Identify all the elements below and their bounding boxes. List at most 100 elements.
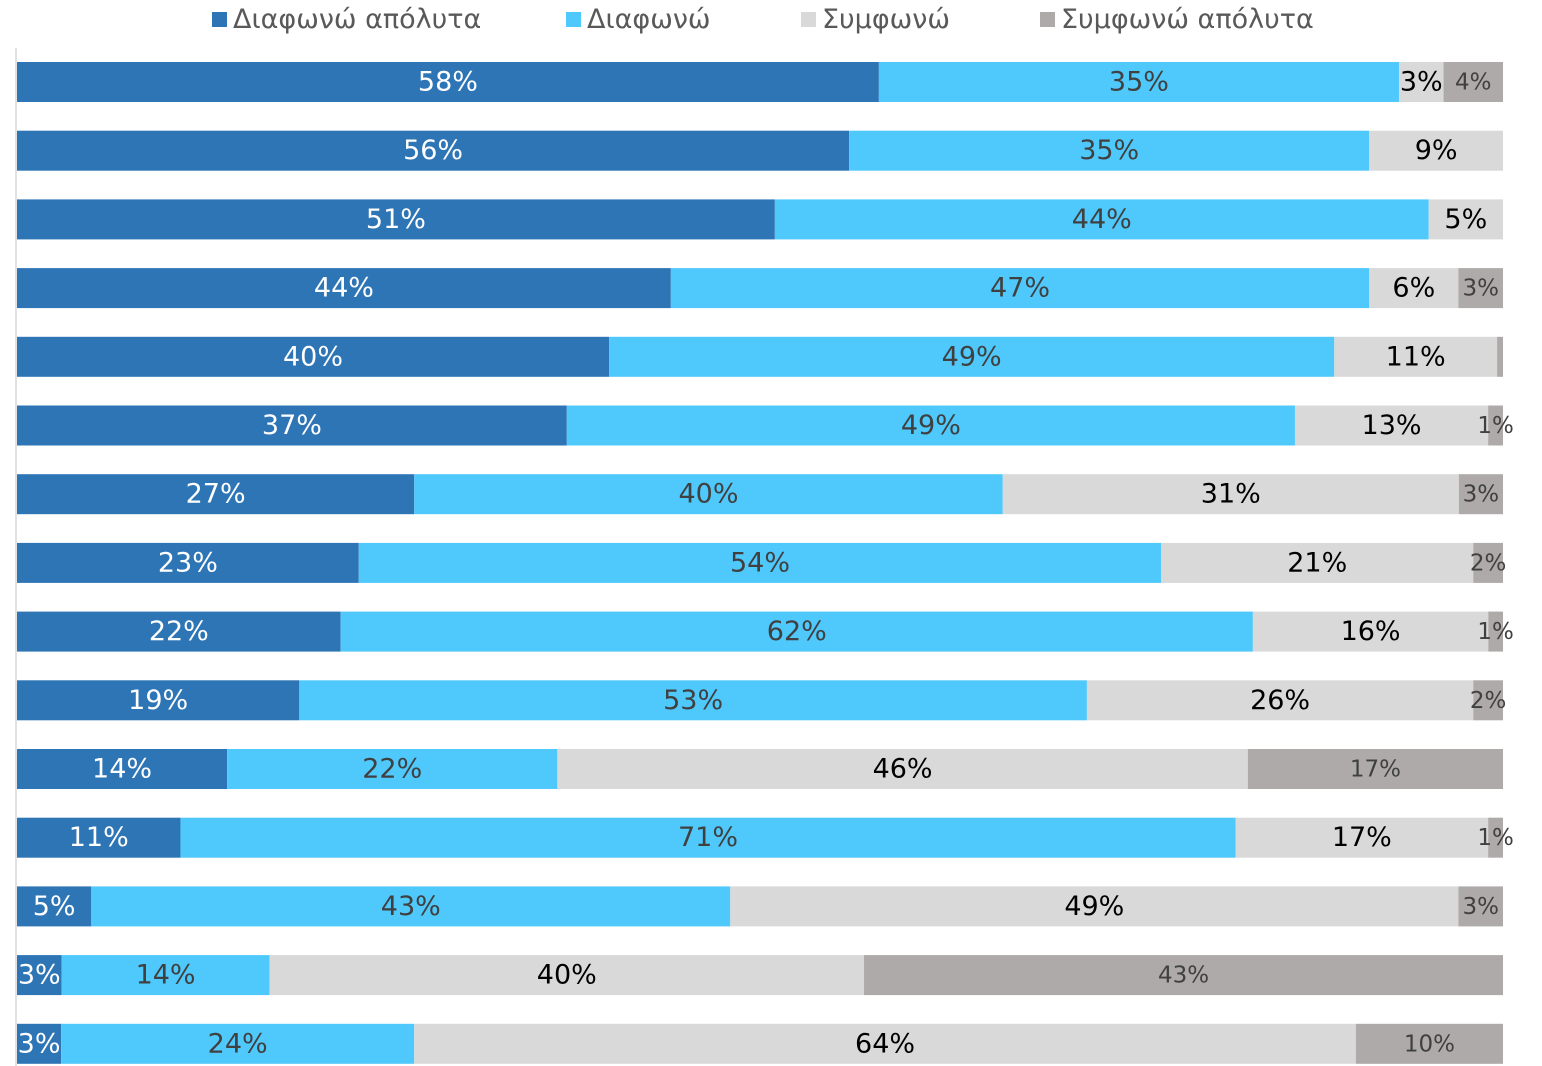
data-label-strongly-agree: 3% [1462,276,1499,302]
bar-segment-strongly-agree [1497,336,1503,377]
bar-row: 3% 14% 40% 43% [17,955,1503,996]
legend-item-agree: Συμφωνώ [801,4,950,35]
bar-segment-strongly-agree [1473,542,1503,583]
bar-segment-disagree [340,611,1253,652]
bar-segment-strongly-disagree [17,268,671,309]
bar-row: 44% 47% 6% 3% [17,268,1503,309]
data-label-agree: 3% [1400,67,1443,98]
bar-segment-disagree [878,62,1399,102]
bar-segment-strongly-disagree [17,817,181,858]
data-label-agree: 21% [1287,547,1347,578]
bar-segment-strongly-disagree [17,886,92,927]
bar-segment-agree [557,749,1248,789]
data-label-strongly-disagree: 40% [283,341,343,372]
data-label-agree: 46% [873,754,933,785]
bar-row: 56% 35% 9% [17,130,1503,171]
bar-segment-disagree [299,680,1087,721]
data-label-agree: 6% [1392,273,1435,304]
data-label-strongly-disagree: 37% [262,410,322,441]
data-label-disagree: 35% [1079,135,1139,166]
bar-segment-strongly-disagree [17,474,415,515]
data-label-strongly-disagree: 14% [92,754,152,785]
data-label-disagree: 35% [1109,67,1169,98]
legend-item-strongly-agree: Συμφωνώ απόλυτα [1040,4,1314,35]
bar-segment-agree [414,1023,1356,1064]
legend: Διαφωνώ απόλυτα Διαφωνώ Συμφωνώ Συμφωνώ … [0,0,1542,46]
data-label-agree: 5% [1444,204,1487,235]
legend-item-disagree: Διαφωνώ [566,4,711,35]
data-label-disagree: 71% [678,822,738,853]
data-label-strongly-agree: 3% [1462,894,1499,920]
bar-segment-agree [1002,474,1459,515]
data-label-disagree: 14% [136,960,196,991]
bar-segment-strongly-agree [1473,680,1503,721]
bar-segment-strongly-disagree [17,62,879,102]
data-label-strongly-disagree: 44% [314,273,374,304]
bar-segment-strongly-agree [1458,268,1503,309]
bar-row: 37% 49% 13% 1% [17,405,1514,446]
bar-segment-agree [1294,405,1489,446]
data-label-agree: 16% [1341,616,1401,647]
data-label-strongly-agree: 17% [1350,757,1401,783]
bar-segment-agree [1235,817,1489,858]
data-label-disagree: 49% [901,410,961,441]
data-label-disagree: 24% [208,1028,268,1059]
bar-segment-strongly-agree [1458,474,1503,515]
bar-segment-disagree [180,817,1236,858]
data-label-strongly-disagree: 58% [418,67,478,98]
data-label-strongly-disagree: 22% [149,616,209,647]
bar-row: 14% 22% 46% 17% [17,749,1503,789]
data-label-agree: 11% [1386,341,1446,372]
bar-segment-agree [1428,199,1503,240]
bar-segment-disagree [609,336,1335,377]
legend-swatch-strongly-disagree [212,12,227,27]
bar-row: 58% 35% 3% 4% [17,62,1503,102]
data-label-agree: 13% [1362,410,1422,441]
data-label-agree: 64% [855,1028,915,1059]
bar-row: 5% 43% 49% 3% [17,886,1503,927]
legend-label-strongly-disagree: Διαφωνώ απόλυτα [233,4,482,35]
bar-row: 3% 24% 64% 10% [17,1023,1503,1064]
data-label-strongly-agree: 1% [1477,825,1514,851]
data-label-disagree: 62% [767,616,827,647]
data-label-agree: 40% [537,960,597,991]
data-label-strongly-agree: 2% [1470,688,1507,714]
legend-item-strongly-disagree: Διαφωνώ απόλυτα [212,4,481,35]
bar-segment-agree [1334,336,1498,377]
bar-segment-strongly-agree [1355,1023,1503,1064]
bar-segment-strongly-agree [1458,886,1503,927]
bar-segment-strongly-agree [1488,405,1503,446]
bar-segment-disagree [566,405,1295,446]
bar-segment-agree [730,886,1459,927]
data-label-agree: 9% [1415,135,1458,166]
bar-segment-disagree [61,955,270,996]
data-label-strongly-agree: 4% [1455,70,1492,96]
bar-segment-strongly-disagree [17,405,567,446]
data-label-strongly-disagree: 27% [186,479,246,510]
bar-segment-strongly-agree [1247,749,1503,789]
bar-row: 40% 49% 11% [17,336,1503,377]
bar-row: 23% 54% 21% 2% [17,542,1507,583]
bar-segment-disagree [849,130,1370,171]
data-label-strongly-agree: 2% [1470,550,1507,576]
data-label-strongly-disagree: 56% [403,135,463,166]
bar-segment-agree [1398,62,1444,102]
data-label-strongly-disagree: 5% [33,891,76,922]
data-label-disagree: 47% [990,273,1050,304]
bar-segment-disagree [670,268,1370,309]
bar-segment-strongly-disagree [17,1023,62,1064]
bar-segment-strongly-disagree [17,199,775,240]
bar-segment-strongly-disagree [17,680,300,721]
data-label-strongly-disagree: 3% [18,1028,61,1059]
data-label-strongly-disagree: 3% [18,960,61,991]
bar-segment-strongly-disagree [17,955,62,996]
data-label-disagree: 49% [942,341,1002,372]
bar-segment-strongly-agree [1443,62,1503,102]
bar-segment-strongly-disagree [17,336,610,377]
data-label-strongly-disagree: 11% [69,822,129,853]
bar-segment-disagree [414,474,1003,515]
bar-row: 22% 62% 16% 1% [17,611,1514,652]
bar-segment-disagree [227,749,558,789]
